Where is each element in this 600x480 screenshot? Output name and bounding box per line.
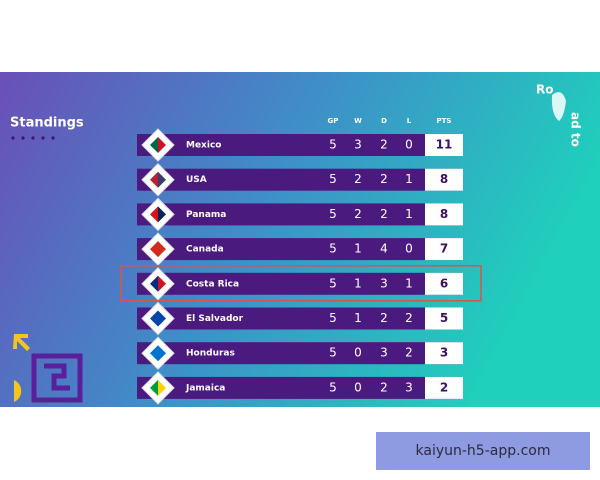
row-bar [137, 376, 463, 399]
row-bar [137, 168, 463, 191]
stat: 5 [329, 346, 337, 360]
stat: 0 [354, 346, 362, 360]
stat: 5 [329, 172, 337, 186]
stat: 2 [380, 172, 388, 186]
team-name: Canada [186, 245, 224, 255]
column-header: W [354, 117, 362, 125]
column-header: D [381, 117, 387, 125]
column-header: GP [328, 117, 339, 125]
dots [11, 136, 55, 140]
points: 8 [440, 172, 448, 186]
flag [150, 171, 158, 188]
column-header: L [407, 117, 412, 125]
team-name: El Salvador [186, 314, 244, 324]
row-bar [137, 238, 463, 261]
stat: 0 [354, 380, 362, 394]
pts-box [425, 272, 463, 295]
points: 5 [440, 311, 448, 325]
stat: 1 [405, 276, 413, 290]
row-bar [137, 342, 463, 365]
flag [150, 310, 158, 327]
flag [158, 379, 166, 396]
stat: 2 [405, 346, 413, 360]
title: Standings [10, 116, 84, 131]
flag [158, 241, 166, 258]
stat: 2 [380, 207, 388, 221]
row-bar [137, 134, 463, 156]
stat: 2 [354, 172, 362, 186]
stat: 1 [354, 311, 362, 325]
watermark: kaiyun-h5-app.com [416, 443, 551, 459]
points: 3 [440, 346, 448, 360]
watermark-box [376, 432, 590, 470]
flag [150, 241, 158, 258]
row-bar [137, 307, 463, 330]
pts-box [425, 168, 463, 191]
logo-text: Ro [536, 83, 553, 97]
stat: 5 [329, 138, 337, 152]
stat: 1 [405, 172, 413, 186]
team-name: Mexico [186, 141, 221, 151]
stat: 5 [329, 311, 337, 325]
points: 7 [440, 242, 448, 256]
flag [150, 275, 158, 292]
flag [158, 275, 166, 292]
pts-box [425, 134, 463, 156]
pts-box [425, 376, 463, 399]
team-name: Costa Rica [186, 279, 239, 289]
stat: 3 [380, 276, 388, 290]
stat: 5 [329, 242, 337, 256]
flag [158, 137, 166, 153]
flag [158, 345, 166, 362]
stat: 3 [405, 380, 413, 394]
stat: 2 [380, 311, 388, 325]
team-name: Honduras [186, 349, 235, 359]
flag [158, 206, 166, 223]
flag [158, 310, 166, 327]
stat: 5 [329, 380, 337, 394]
team-name: USA [186, 175, 207, 185]
points: 11 [436, 138, 453, 152]
stat: 2 [380, 380, 388, 394]
row-bar [137, 272, 463, 295]
points: 6 [440, 276, 448, 290]
points: 2 [440, 380, 448, 394]
stat: 0 [405, 138, 413, 152]
trophy-icon [551, 92, 566, 121]
stat: 1 [405, 207, 413, 221]
flag [150, 206, 158, 223]
stat: 0 [405, 242, 413, 256]
stat: 3 [380, 346, 388, 360]
pts-box [425, 238, 463, 261]
stat: 4 [380, 242, 388, 256]
stat: 1 [354, 242, 362, 256]
stat: 2 [405, 311, 413, 325]
team-name: Panama [186, 210, 226, 220]
points: 8 [440, 207, 448, 221]
flag [150, 379, 158, 396]
row-bar [137, 203, 463, 226]
pts-box [425, 342, 463, 365]
column-header: PTS [437, 117, 452, 125]
stat: 3 [354, 138, 362, 152]
highlight-box [120, 265, 482, 302]
flag [150, 137, 158, 153]
logo-text: ad to [569, 112, 583, 147]
pts-box [425, 307, 463, 330]
stat: 2 [354, 207, 362, 221]
flag [158, 171, 166, 188]
stat: 2 [380, 138, 388, 152]
corner-decoration [13, 334, 83, 403]
stat: 1 [354, 276, 362, 290]
stat: 5 [329, 276, 337, 290]
stat: 5 [329, 207, 337, 221]
pts-box [425, 203, 463, 226]
flag [150, 345, 158, 362]
team-name: Jamaica [185, 383, 225, 393]
